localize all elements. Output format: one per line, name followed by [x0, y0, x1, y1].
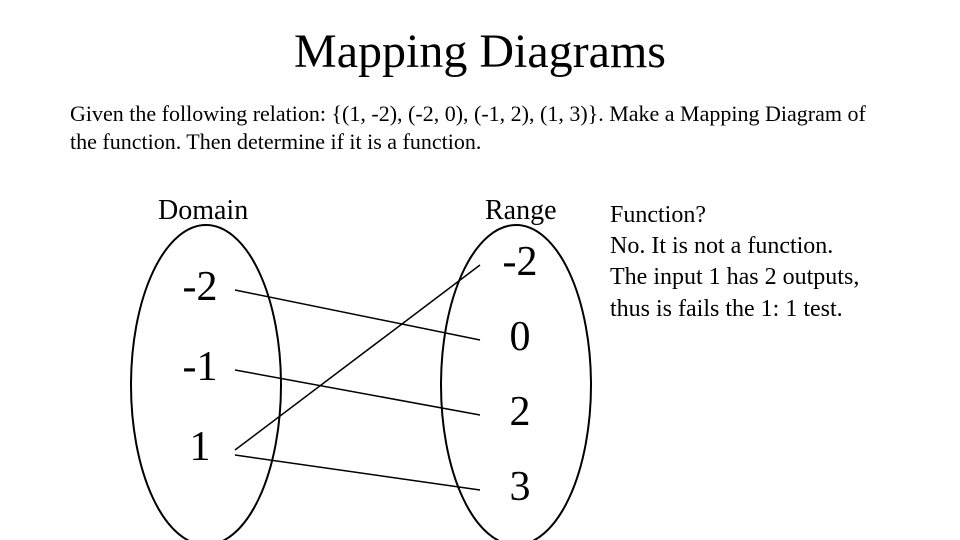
- page: Mapping Diagrams Given the following rel…: [0, 0, 960, 540]
- mapping-diagram-svg: [0, 0, 960, 540]
